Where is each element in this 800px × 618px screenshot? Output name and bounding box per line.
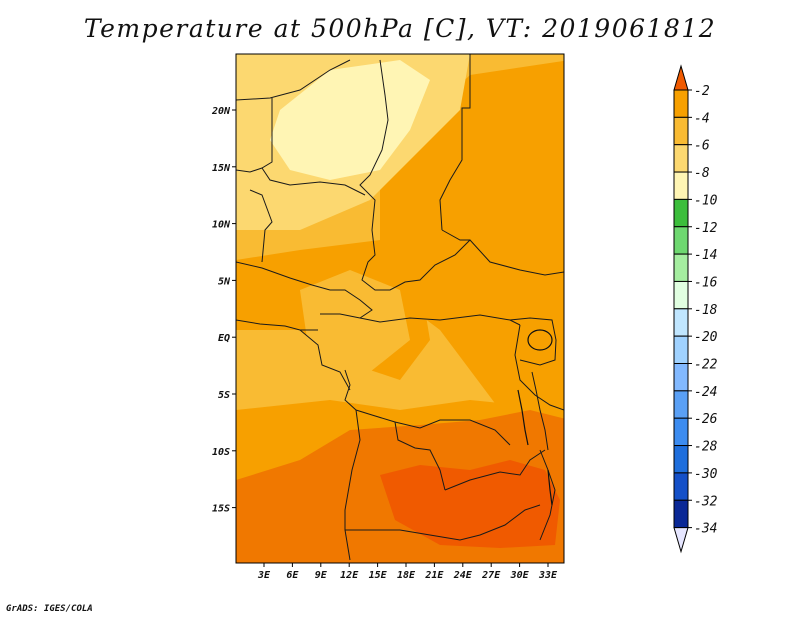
- y-tick-label: EQ: [218, 333, 230, 344]
- colorbar-label: -10: [694, 193, 718, 208]
- lake-victoria: [527, 329, 553, 351]
- colorbar-segment: [673, 171, 689, 200]
- border-line: [236, 319, 318, 331]
- zone-minus4-east: [380, 60, 564, 420]
- colorbar-label: -8: [694, 166, 710, 181]
- y-tick-label: 5N: [218, 276, 231, 287]
- x-axis: 3E 6E 9E 12E 15E 18E 21E 24E 27E 30E 33E: [257, 563, 558, 581]
- x-tick-label: 33E: [538, 570, 558, 581]
- zone-minus2-core: [380, 460, 560, 548]
- x-tick-label: 21E: [424, 570, 444, 581]
- border-line: [399, 504, 541, 541]
- x-tick-label: 18E: [397, 570, 416, 581]
- colorbar-top-arrow: [673, 64, 689, 91]
- border-line: [531, 371, 549, 451]
- x-tick-label: 15E: [369, 570, 388, 581]
- colorbar-segment: [673, 144, 689, 173]
- colorbar-label: -18: [694, 303, 718, 318]
- credit-text: GrADS: IGES/COLA: [6, 604, 93, 614]
- y-tick-label: 20N: [211, 106, 231, 117]
- x-tick-label: 30E: [510, 570, 530, 581]
- y-tick-label: 15N: [212, 163, 231, 174]
- border-line: [261, 167, 366, 196]
- colorbar-segment: [673, 390, 689, 419]
- border-line: [344, 409, 361, 561]
- y-tick-label: 15S: [212, 504, 230, 515]
- x-tick-label: 9E: [315, 570, 328, 581]
- border-line: [539, 449, 556, 541]
- border-line: [236, 59, 351, 101]
- y-axis: 20N 15N 10N 5N EQ 5S 10S 15S: [211, 106, 236, 515]
- lakes: [517, 329, 553, 506]
- border-line: [330, 289, 373, 319]
- colorbar-segment: [673, 226, 689, 255]
- colorbar-label: -14: [694, 248, 717, 263]
- colorbar: -2 -4 -6 -8 -10 -12 -14 -16 -18 -20 -22 -24 -26 -28 -3…: [673, 64, 718, 554]
- colorbar-label: -32: [694, 494, 718, 509]
- colorbar-segment: [673, 417, 689, 447]
- border-line: [441, 229, 470, 241]
- colorbar-bottom-arrow: [673, 527, 689, 554]
- border-line: [299, 329, 351, 391]
- x-tick-label: 24E: [453, 570, 473, 581]
- x-tick-label: 3E: [257, 570, 271, 581]
- border-line: [394, 421, 446, 491]
- colorbar-label: -4: [694, 111, 710, 126]
- border-line: [514, 324, 564, 411]
- colorbar-label: -34: [694, 522, 717, 537]
- lake-tanganyika: [517, 389, 529, 446]
- colorbar-label: -22: [694, 358, 718, 373]
- border-line: [509, 317, 557, 366]
- colorbar-segment: [673, 445, 689, 474]
- x-tick-label: 12E: [340, 570, 359, 581]
- colorbar-segment: [673, 363, 689, 392]
- colorbar-segment: [673, 308, 689, 337]
- country-borders: [236, 54, 564, 561]
- border-line: [439, 54, 471, 231]
- colorbar-label: -6: [694, 139, 710, 154]
- y-tick-label: 5S: [218, 390, 230, 401]
- colorbar-segment: [673, 280, 689, 310]
- colorbar-segment: [673, 198, 689, 228]
- colorbar-label: -30: [694, 467, 718, 482]
- border-line: [359, 59, 389, 231]
- border-line: [320, 313, 521, 326]
- colorbar-segment: [673, 89, 689, 118]
- border-line: [249, 189, 273, 263]
- border-line: [361, 229, 564, 291]
- border-line: [236, 261, 331, 291]
- colorbar-label: -24: [694, 385, 717, 400]
- colorbar-label: -12: [694, 221, 718, 236]
- colorbar-segment: [673, 499, 689, 529]
- zone-minus10-north: [270, 60, 430, 180]
- colorbar-segment: [673, 335, 689, 364]
- x-tick-label: 6E: [286, 570, 299, 581]
- colorbar-segment: [673, 116, 689, 146]
- y-tick-label: 10S: [212, 447, 230, 458]
- border-line: [444, 449, 546, 491]
- colorbar-segment: [673, 253, 689, 282]
- colorbar-label: -28: [694, 440, 718, 455]
- lake-malawi: [547, 469, 553, 506]
- colorbar-segment: [673, 472, 689, 501]
- chart-title: Temperature at 500hPa [C], VT: 201906181…: [83, 14, 717, 43]
- colorbar-label: -2: [694, 84, 710, 99]
- colorbar-label: -26: [694, 412, 718, 427]
- y-tick-label: 10N: [212, 220, 231, 231]
- colorbar-label: -16: [694, 275, 718, 290]
- zone-minus6-congo: [300, 270, 410, 380]
- x-tick-label: 27E: [481, 570, 501, 581]
- map-frame: [235, 53, 565, 564]
- colorbar-label: -20: [694, 330, 718, 345]
- temperature-field: [236, 54, 564, 563]
